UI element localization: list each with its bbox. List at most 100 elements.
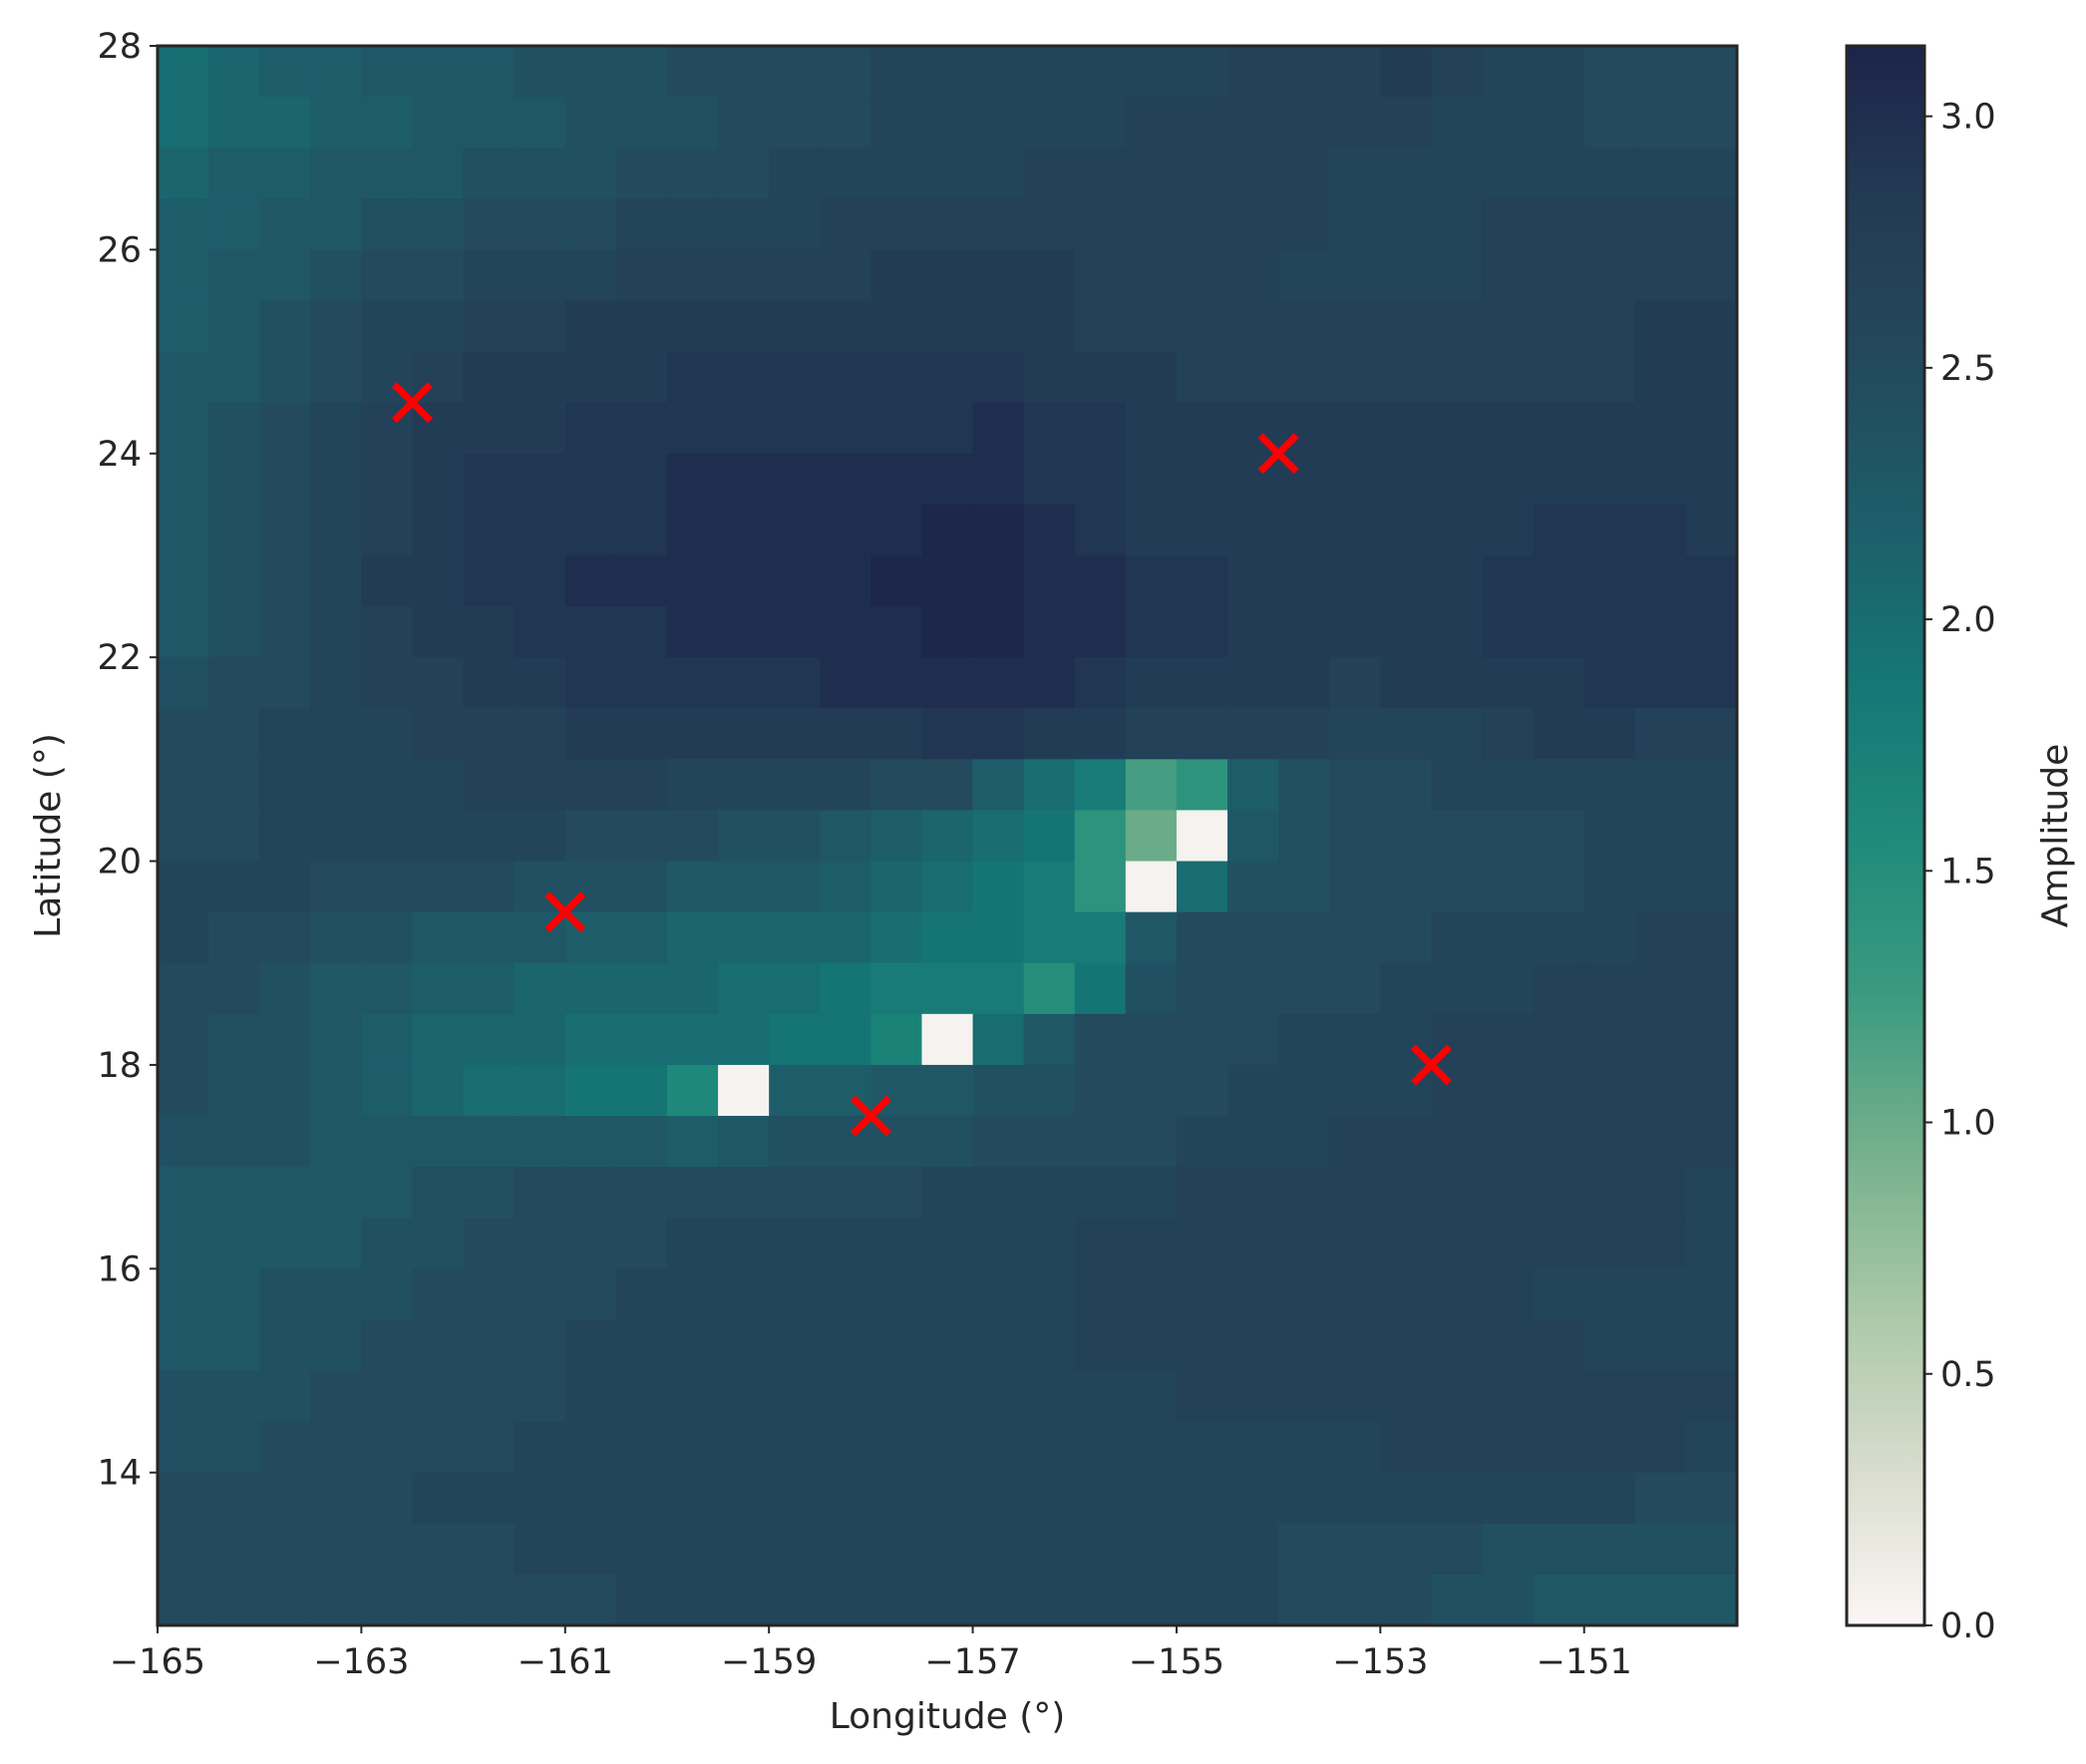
heatmap-cell	[412, 1421, 465, 1474]
heatmap-cell	[1380, 1523, 1433, 1576]
heatmap-cell	[1125, 1064, 1178, 1117]
heatmap-cell	[1278, 962, 1330, 1015]
y-tick-label: 28	[97, 27, 142, 67]
heatmap-cell	[208, 1574, 260, 1626]
heatmap-cell	[1685, 148, 1738, 199]
heatmap-cell	[972, 1319, 1025, 1372]
heatmap-cell	[615, 810, 668, 863]
heatmap-cell	[310, 148, 362, 199]
heatmap-cell	[1533, 402, 1585, 455]
heatmap-cell	[972, 708, 1025, 760]
heatmap-cell	[463, 1523, 516, 1576]
heatmap-cell	[564, 1167, 617, 1219]
heatmap-cell	[820, 1421, 871, 1474]
heatmap-cell	[921, 1370, 974, 1423]
colorbar-tick-label: 1.5	[1940, 852, 1996, 891]
heatmap-cell	[666, 759, 719, 812]
heatmap-cell	[1125, 1268, 1178, 1321]
heatmap-cell	[820, 504, 871, 556]
heatmap-cell	[1176, 351, 1228, 404]
heatmap-cell	[564, 300, 617, 353]
heatmap-cell	[1634, 1574, 1687, 1626]
heatmap-cell	[463, 911, 516, 964]
heatmap-cell	[1227, 46, 1279, 98]
heatmap-cell	[1176, 1013, 1228, 1066]
heatmap-cell	[310, 1421, 362, 1474]
heatmap-cell	[1227, 1370, 1279, 1423]
heatmap-cell	[972, 911, 1025, 964]
heatmap-cell	[870, 300, 923, 353]
heatmap-cell	[1023, 554, 1076, 607]
heatmap-cell	[412, 1013, 465, 1066]
heatmap-cell	[870, 911, 923, 964]
x-axis-title: Longitude (°)	[830, 1696, 1066, 1737]
heatmap-cell	[820, 1268, 871, 1321]
heatmap-cell	[310, 1167, 362, 1219]
heatmap-cell	[208, 1116, 260, 1168]
heatmap-cell	[1431, 1421, 1484, 1474]
heatmap-cell	[361, 1319, 414, 1372]
heatmap-cell	[361, 1370, 414, 1423]
heatmap-cell	[412, 1523, 465, 1576]
heatmap-cell	[718, 657, 770, 709]
heatmap-cell	[208, 911, 260, 964]
heatmap-cell	[259, 911, 311, 964]
heatmap-cell	[514, 1013, 566, 1066]
heatmap-cell	[1023, 351, 1076, 404]
heatmap-cell	[463, 453, 516, 506]
heatmap-cell	[718, 708, 770, 760]
heatmap-cell	[769, 1472, 821, 1525]
heatmap-cell	[870, 453, 923, 506]
heatmap-cell	[615, 453, 668, 506]
heatmap-cell	[820, 962, 871, 1015]
heatmap-cell	[615, 97, 668, 149]
heatmap-cell	[310, 402, 362, 455]
heatmap-cell	[514, 554, 566, 607]
heatmap-cell	[1023, 402, 1076, 455]
heatmap-cell	[1023, 861, 1076, 913]
heatmap-cell	[1533, 911, 1585, 964]
heatmap-cell	[1431, 1268, 1484, 1321]
heatmap-cell	[870, 1574, 923, 1626]
heatmap-cell	[972, 453, 1025, 506]
heatmap-cell	[514, 351, 566, 404]
heatmap-cell	[1533, 708, 1585, 760]
heatmap-cell	[564, 1013, 617, 1066]
heatmap-cell	[870, 1472, 923, 1525]
heatmap-cell	[259, 249, 311, 302]
heatmap-cell	[158, 911, 209, 964]
heatmap-cell	[1533, 1268, 1585, 1321]
heatmap-cell	[1329, 962, 1381, 1015]
heatmap-cell	[412, 249, 465, 302]
heatmap-cell	[1583, 300, 1636, 353]
heatmap-cell	[361, 1472, 414, 1525]
heatmap-cell	[820, 97, 871, 149]
heatmap-cell	[412, 453, 465, 506]
heatmap-cell	[972, 300, 1025, 353]
heatmap-cell	[310, 97, 362, 149]
heatmap-cell	[870, 1319, 923, 1372]
heatmap-cell	[310, 1472, 362, 1525]
heatmap-cell	[1074, 759, 1127, 812]
heatmap-cell	[1329, 810, 1381, 863]
heatmap-cell	[1125, 861, 1178, 913]
heatmap-cell	[1176, 1523, 1228, 1576]
heatmap-cell	[921, 911, 974, 964]
x-tick-label: −157	[924, 1642, 1020, 1682]
heatmap-cell	[1482, 402, 1535, 455]
heatmap-cell	[1685, 1472, 1738, 1525]
heatmap-cell	[1227, 1421, 1279, 1474]
heatmap-cell	[1278, 810, 1330, 863]
heatmap-cell	[463, 198, 516, 250]
heatmap-cell	[1125, 1421, 1178, 1474]
heatmap-cell	[1125, 606, 1178, 658]
heatmap-cell	[615, 708, 668, 760]
heatmap-cell	[921, 606, 974, 658]
heatmap-cell	[310, 1218, 362, 1269]
x-tick-label: −165	[110, 1642, 205, 1682]
heatmap-cell	[158, 1064, 209, 1117]
heatmap-cell	[208, 351, 260, 404]
heatmap-cell	[208, 46, 260, 98]
heatmap-cell	[1074, 198, 1127, 250]
heatmap-cell	[666, 300, 719, 353]
